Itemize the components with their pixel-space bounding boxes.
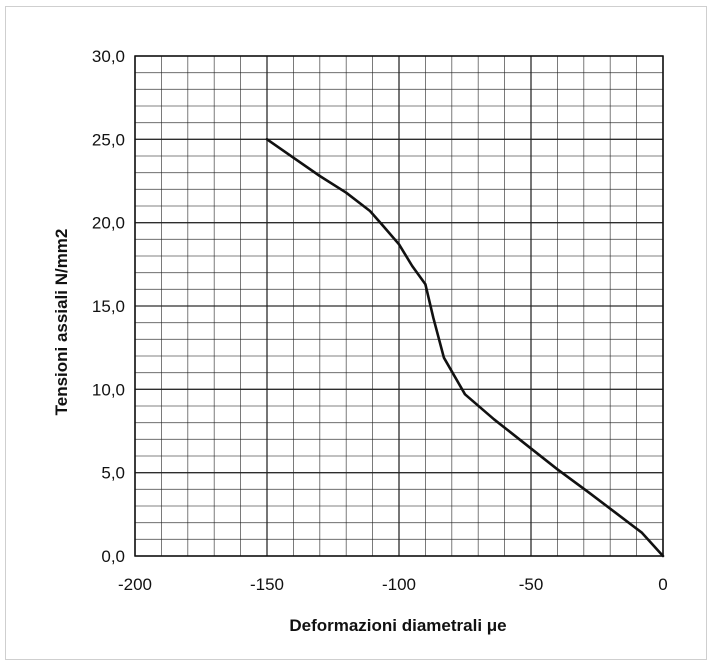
x-tick-label: -200 — [118, 575, 152, 594]
grid — [134, 55, 664, 557]
y-tick-label: 30,0 — [92, 47, 125, 66]
y-tick-label: 20,0 — [92, 214, 125, 233]
series-line-1 — [265, 138, 665, 558]
x-tick-labels: -200 -150 -100 -50 0 — [118, 575, 668, 594]
x-tick-label: -150 — [250, 575, 284, 594]
y-tick-label: 0,0 — [101, 547, 125, 566]
y-tick-label: 15,0 — [92, 297, 125, 316]
x-axis-title: Deformazioni diametrali μe — [289, 616, 506, 635]
x-tick-label: -50 — [519, 575, 544, 594]
y-tick-label: 10,0 — [92, 380, 125, 399]
x-tick-label: 0 — [658, 575, 667, 594]
plot-border — [134, 55, 664, 557]
y-tick-label: 5,0 — [101, 464, 125, 483]
series-layer — [265, 138, 665, 558]
plot-area-border — [134, 55, 664, 557]
chart-frame — [5, 6, 707, 660]
y-tick-label: 25,0 — [92, 130, 125, 149]
y-axis-title: Tensioni assiali N/mm2 — [52, 229, 71, 416]
y-tick-labels: 0,0 5,0 10,0 15,0 20,0 25,0 30,0 — [92, 47, 125, 566]
x-tick-label: -100 — [382, 575, 416, 594]
